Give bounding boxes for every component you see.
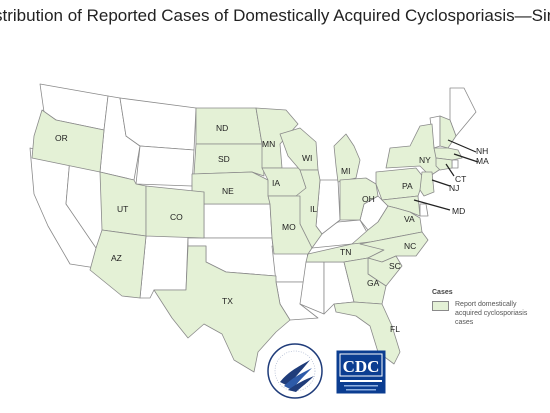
non-reported-states xyxy=(29,83,477,321)
state-tx xyxy=(153,245,291,373)
state-ia xyxy=(261,167,307,197)
state-ct xyxy=(435,157,453,171)
state-ri xyxy=(451,159,459,169)
leader-ct xyxy=(445,163,455,177)
label-nh: NH xyxy=(476,146,488,156)
label-tn: TN xyxy=(340,247,351,257)
label-or: OR xyxy=(55,133,68,143)
label-mn: MN xyxy=(262,139,275,149)
leader-lines xyxy=(413,139,479,211)
label-tx: TX xyxy=(222,296,233,306)
state-pa xyxy=(375,167,425,201)
state-az xyxy=(89,229,147,299)
footer-logos: CDC xyxy=(266,342,396,402)
state-me xyxy=(449,87,477,137)
label-il: IL xyxy=(310,204,317,214)
legend: Cases Report domestically acquired cyclo… xyxy=(432,289,547,327)
leader-nh xyxy=(447,139,477,153)
label-nj: NJ xyxy=(449,183,459,193)
label-ga: GA xyxy=(367,278,380,288)
label-wi: WI xyxy=(302,153,312,163)
state-de xyxy=(419,203,429,217)
state-mi xyxy=(333,133,361,183)
map-title: stribution of Reported Cases of Domestic… xyxy=(0,4,550,30)
leader-ma xyxy=(453,153,479,163)
label-sc: SC xyxy=(389,261,401,271)
hhs-seal-icon xyxy=(267,343,323,399)
label-co: CO xyxy=(170,212,183,222)
label-az: AZ xyxy=(111,253,122,263)
label-ne: NE xyxy=(222,186,234,196)
state-wy xyxy=(135,145,195,187)
legend-item: Report domestically acquired cyclosporia… xyxy=(432,300,547,327)
state-nd xyxy=(195,107,263,145)
state-nj xyxy=(419,171,435,197)
leader-md xyxy=(413,199,451,211)
map-title-text: stribution of Reported Cases of Domestic… xyxy=(0,6,550,25)
label-md: MD xyxy=(452,206,465,216)
cdc-logo-text: CDC xyxy=(343,357,380,376)
cdc-logo-icon: CDC xyxy=(336,350,386,394)
label-ct: CT xyxy=(455,174,466,184)
label-ny: NY xyxy=(419,155,431,165)
legend-item-label: Report domestically acquired cyclosporia… xyxy=(455,301,528,326)
state-nm xyxy=(139,235,189,299)
label-ut: UT xyxy=(117,204,128,214)
label-nc: NC xyxy=(404,241,416,251)
label-ia: IA xyxy=(272,178,280,188)
state-co xyxy=(145,185,205,239)
label-sd: SD xyxy=(218,154,230,164)
label-mi: MI xyxy=(341,166,350,176)
state-wi xyxy=(279,127,319,171)
label-ma: MA xyxy=(476,156,489,166)
label-pa: PA xyxy=(402,181,413,191)
label-oh: OH xyxy=(362,194,375,204)
state-fl xyxy=(333,301,401,365)
state-ks xyxy=(203,203,273,239)
label-mo: MO xyxy=(282,222,296,232)
state-oh xyxy=(339,177,379,221)
legend-swatch xyxy=(432,301,449,311)
state-mn xyxy=(255,107,299,169)
label-va: VA xyxy=(404,214,415,224)
state-sd xyxy=(193,143,265,177)
label-fl: FL xyxy=(390,324,400,334)
state-labels: OR ND SD MN WI MI NY NH MA CT NJ PA MD O… xyxy=(55,123,489,334)
legend-title: Cases xyxy=(432,289,453,296)
label-nd: ND xyxy=(216,123,228,133)
leader-nj xyxy=(431,179,451,187)
reported-states xyxy=(31,107,463,373)
